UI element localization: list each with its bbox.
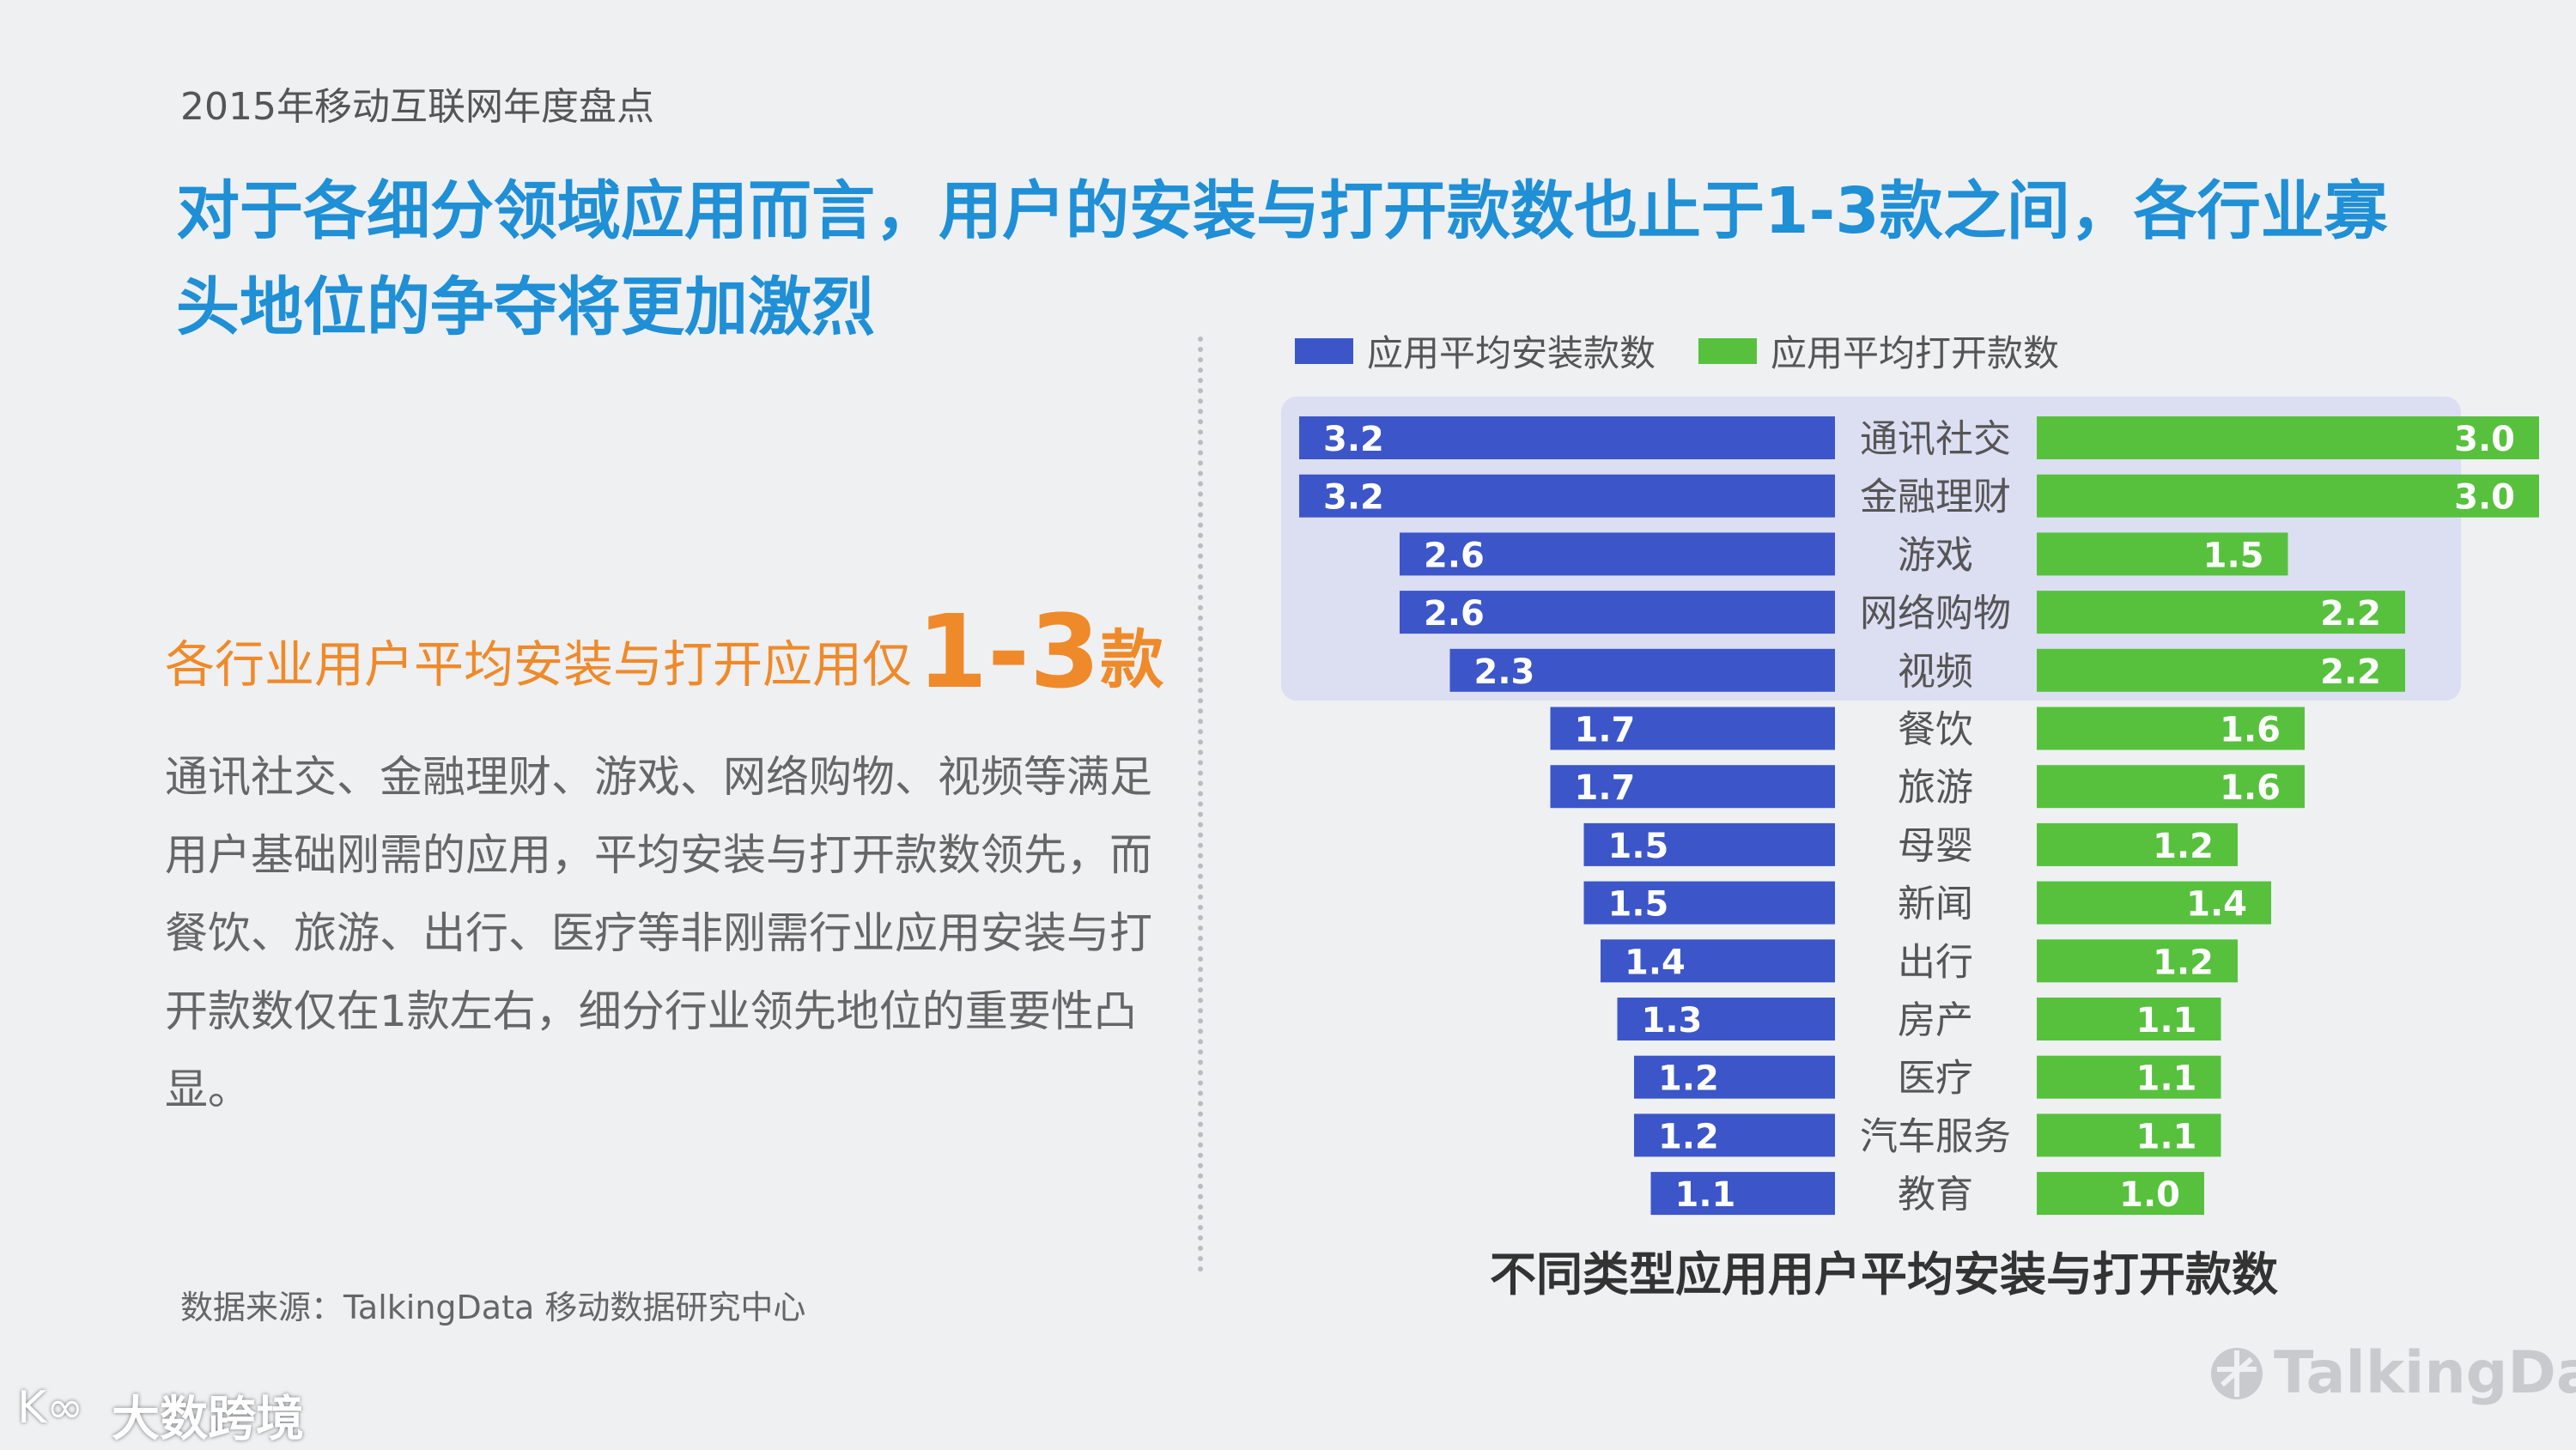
subhead-text: 各行业用户平均安装与打开应用仅 [165, 635, 913, 694]
install-value-label: 2.6 [1424, 536, 1485, 575]
category-label: 视频 [1898, 650, 1973, 694]
category-label: 房产 [1898, 998, 1973, 1042]
category-label: 旅游 [1898, 766, 1973, 810]
subhead-unit: 款 [1100, 623, 1164, 697]
install-bar [1634, 1113, 1835, 1157]
install-bar [1400, 532, 1835, 576]
open-value-label: 1.1 [2136, 1001, 2197, 1040]
open-bar [2037, 532, 2288, 576]
open-value-label: 1.5 [2203, 536, 2264, 575]
data-source: 数据来源：TalkingData 移动数据研究中心 [180, 1289, 806, 1326]
install-bar [1601, 939, 1835, 983]
category-label: 母婴 [1898, 824, 1973, 868]
open-bar [2037, 998, 2221, 1040]
category-label: 通讯社交 [1860, 417, 2011, 461]
legend-item-open: 应用平均打开款数 [1698, 325, 2059, 377]
chart-title: 不同类型应用用户平均安装与打开款数 [1490, 1247, 2278, 1301]
category-label: 医疗 [1898, 1057, 1973, 1101]
brand-name: TalkingData [2274, 1339, 2576, 1407]
open-bar [2037, 1172, 2204, 1216]
install-bar [1550, 707, 1835, 750]
install-bar [1449, 648, 1835, 692]
install-value-label: 1.3 [1642, 1001, 1703, 1040]
open-bar [2037, 416, 2539, 459]
subhead: 各行业用户平均安装与打开应用仅1-3款 [165, 592, 1163, 711]
open-bar [2037, 822, 2238, 866]
open-bar [2037, 648, 2405, 692]
install-bar [1550, 765, 1835, 809]
subhead-range: 1-3 [917, 592, 1101, 711]
legend-swatch-install [1295, 337, 1353, 364]
open-value-label: 1.1 [2136, 1059, 2197, 1099]
open-bar [2037, 474, 2539, 518]
open-bar [2037, 591, 2405, 634]
open-value-label: 1.6 [2220, 711, 2281, 750]
legend-item-install: 应用平均安装款数 [1295, 325, 1656, 377]
category-label: 新闻 [1898, 883, 1973, 926]
install-value-label: 3.2 [1323, 478, 1384, 518]
talkingdata-logo-icon [2211, 1347, 2263, 1399]
open-value-label: 3.0 [2454, 420, 2515, 459]
report-label: 2015年移动互联网年度盘点 [180, 85, 654, 129]
legend-label-install: 应用平均安装款数 [1367, 332, 1656, 374]
open-value-label: 2.2 [2320, 594, 2381, 634]
install-bar [1634, 1055, 1835, 1099]
install-value-label: 1.7 [1575, 711, 1636, 750]
open-value-label: 1.0 [2119, 1175, 2180, 1215]
category-label: 游戏 [1898, 533, 1973, 577]
site-logo-text: 大数跨境 [112, 1392, 304, 1447]
category-label: 教育 [1898, 1173, 1973, 1216]
install-value-label: 1.5 [1608, 827, 1669, 866]
open-value-label: 1.6 [2220, 768, 2281, 808]
install-value-label: 1.4 [1625, 943, 1686, 982]
open-value-label: 1.4 [2186, 885, 2247, 925]
legend-swatch-open [1698, 337, 1757, 364]
category-label: 金融理财 [1860, 476, 2011, 519]
install-bar [1299, 474, 1835, 518]
site-logo-icon: K∞ [17, 1382, 84, 1434]
open-value-label: 1.1 [2136, 1117, 2197, 1156]
install-value-label: 2.3 [1474, 652, 1535, 692]
column-divider [1198, 337, 1203, 1272]
install-bar [1299, 416, 1835, 459]
body-paragraph: 通讯社交、金融理财、游戏、网络购物、视频等满足用户基础刚需的应用，平均安装与打开… [165, 752, 1152, 1114]
open-value-label: 1.2 [2153, 943, 2214, 982]
brand-watermark: TalkingData [2207, 1339, 2576, 1407]
open-value-label: 3.0 [2454, 478, 2515, 518]
install-bar [1617, 998, 1835, 1040]
category-label: 餐饮 [1898, 708, 1973, 752]
category-label: 出行 [1898, 940, 1973, 984]
install-bar [1400, 591, 1835, 634]
install-value-label: 2.6 [1424, 594, 1485, 634]
category-label: 汽车服务 [1860, 1114, 2011, 1158]
install-bar [1583, 822, 1835, 866]
install-value-label: 1.5 [1608, 885, 1669, 925]
open-bar [2037, 881, 2271, 925]
install-value-label: 1.7 [1575, 768, 1636, 808]
open-bar [2037, 1113, 2221, 1157]
install-value-label: 3.2 [1323, 420, 1384, 459]
install-bar [1650, 1172, 1835, 1216]
open-bar [2037, 939, 2238, 983]
open-value-label: 1.2 [2153, 827, 2214, 866]
install-value-label: 1.2 [1658, 1117, 1719, 1156]
open-bar [2037, 765, 2305, 809]
open-bar [2037, 1055, 2221, 1099]
open-bar [2037, 707, 2305, 750]
install-value-label: 1.1 [1675, 1175, 1736, 1215]
legend-label-open: 应用平均打开款数 [1771, 332, 2060, 374]
category-label: 网络购物 [1860, 592, 2011, 635]
install-bar [1583, 881, 1835, 925]
install-value-label: 1.2 [1658, 1059, 1719, 1099]
open-value-label: 2.2 [2320, 652, 2381, 692]
headline: 对于各细分领域应用而言，用户的安装与打开款数也止于1-3款之间，各行业寡头地位的… [176, 174, 2388, 344]
